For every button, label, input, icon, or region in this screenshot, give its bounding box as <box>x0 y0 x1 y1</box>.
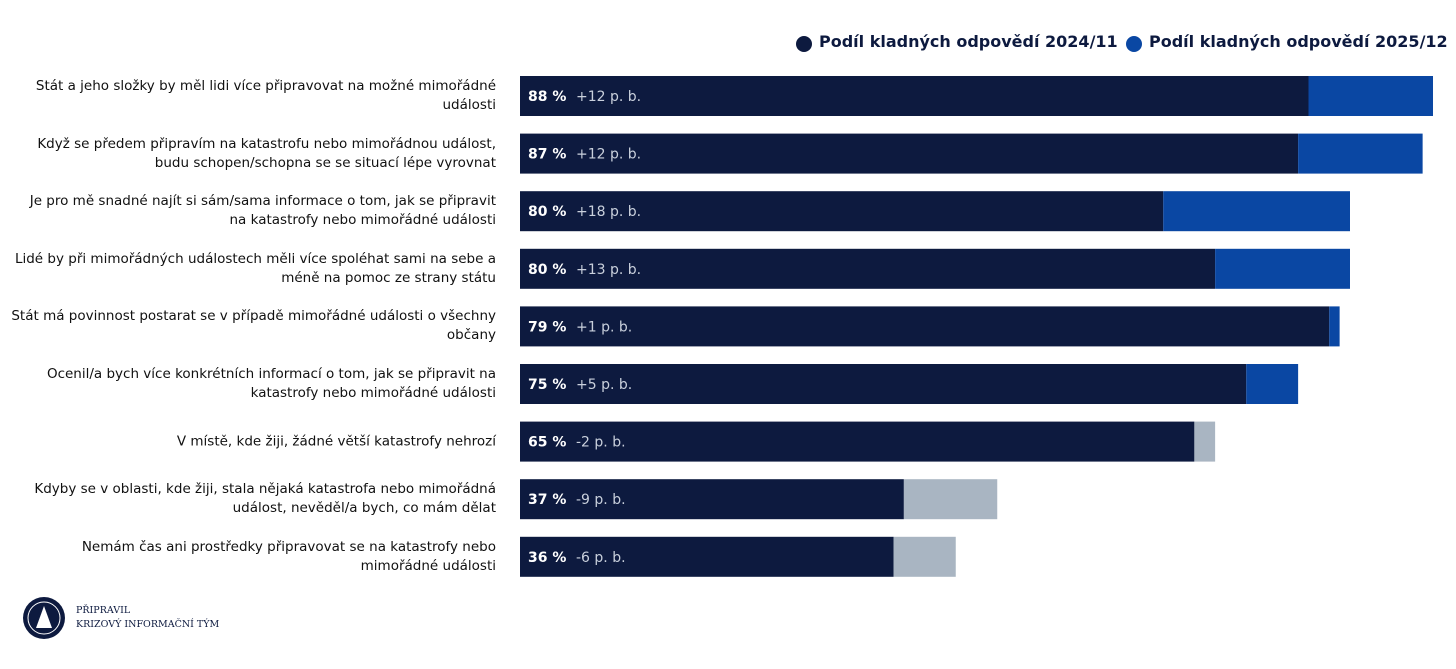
logo <box>23 597 65 639</box>
bar <box>520 421 1195 462</box>
change-label: +12 p. b. <box>576 147 641 163</box>
bar <box>520 479 904 520</box>
legend-label: Podíl kladných odpovědí 2025/12 <box>1149 32 1448 51</box>
value-label: 87 % <box>528 147 566 163</box>
value-label: 65 % <box>528 435 566 451</box>
bar-increase <box>1163 191 1350 232</box>
change-label: -9 p. b. <box>576 492 626 508</box>
bar-increase <box>1329 306 1340 347</box>
change-label: +18 p. b. <box>576 204 641 220</box>
legend-swatch <box>1126 36 1142 52</box>
category-label: Stát a jeho složky by měl lidi více přip… <box>35 78 496 113</box>
bar-decrease <box>893 536 956 577</box>
bar-increase <box>1308 76 1433 116</box>
bar-increase <box>1215 248 1350 289</box>
value-label: 88 % <box>528 89 566 105</box>
value-label: 80 % <box>528 204 566 220</box>
category-label: Když se předem připravím na katastrofu n… <box>37 135 496 171</box>
category-label: Lidé by při mimořádných událostech měli … <box>14 250 496 286</box>
bar <box>520 133 1299 174</box>
change-label: +12 p. b. <box>576 89 641 105</box>
bar-decrease <box>903 479 998 520</box>
change-label: -6 p. b. <box>576 550 626 566</box>
category-label: Stát má povinnost postarat se v případě … <box>11 308 496 344</box>
bar <box>520 248 1216 289</box>
change-label: +5 p. b. <box>576 377 632 393</box>
legend-swatch <box>796 36 812 52</box>
bar <box>520 364 1247 404</box>
category-label: Kdyby se v oblasti, kde žiji, stala něja… <box>34 481 496 517</box>
value-label: 80 % <box>528 262 566 278</box>
footer-line: KRIZOVÝ INFORMAČNÍ TÝM <box>76 619 220 630</box>
category-label: Je pro mě snadné najít si sám/sama infor… <box>29 193 496 229</box>
bar-increase <box>1298 133 1423 174</box>
bar <box>520 76 1309 116</box>
footer-line: PŘIPRAVIL <box>76 605 131 616</box>
bar <box>520 191 1164 232</box>
change-label: +1 p. b. <box>576 319 632 335</box>
bar-increase <box>1246 364 1299 404</box>
value-label: 75 % <box>528 377 566 393</box>
change-label: -2 p. b. <box>576 435 626 451</box>
value-label: 37 % <box>528 492 566 508</box>
category-label: Nemám čas ani prostředky připravovat se … <box>81 538 496 574</box>
bar-decrease <box>1194 421 1216 462</box>
legend-label: Podíl kladných odpovědí 2024/11 <box>819 32 1118 51</box>
bar <box>520 306 1330 347</box>
category-label: V místě, kde žiji, žádné větší katastrof… <box>176 433 496 450</box>
bar <box>520 536 894 577</box>
category-label: Ocenil/a bych více konkrétních informací… <box>46 366 496 401</box>
value-label: 79 % <box>528 319 566 335</box>
value-label: 36 % <box>528 550 566 566</box>
change-label: +13 p. b. <box>576 262 641 278</box>
